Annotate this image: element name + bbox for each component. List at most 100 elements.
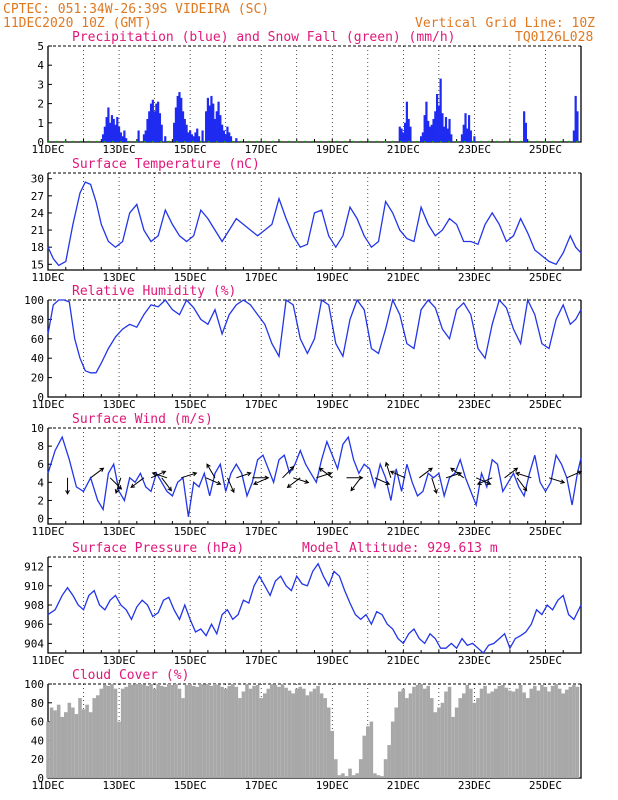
cloud-ytick-label: 40 [31, 734, 44, 747]
precip-bar [219, 115, 222, 142]
rh-xtick-label: 17DEC [245, 398, 278, 411]
precip-bar [222, 130, 225, 142]
wind-arrow [293, 477, 310, 484]
panel-precip: Precipitation (blue) and Snow Fall (gree… [31, 30, 582, 156]
cloud-bar [398, 691, 402, 778]
pressure-ytick-label: 908 [24, 599, 44, 612]
cloud-bar [103, 684, 107, 778]
precip-bar [421, 132, 424, 142]
cloud-bar [447, 686, 452, 778]
cloud-bar [419, 684, 423, 778]
cloud-bar [206, 684, 210, 778]
wind-ytick-label: 2 [37, 494, 44, 507]
cloud-bar [554, 684, 558, 778]
cloud-bar [78, 698, 82, 778]
cloud-bar [248, 688, 253, 778]
cloud-ytick-label: 80 [31, 697, 44, 710]
wind-arrow [515, 471, 532, 479]
precip-bar [151, 99, 154, 142]
precip-bar [229, 136, 233, 142]
precip-bar [210, 95, 213, 142]
temp-ytick-label: 21 [31, 224, 44, 237]
precip-bar [402, 132, 405, 142]
wind-arrow [130, 477, 145, 489]
temp-xtick-label: 17DEC [245, 271, 278, 284]
cloud-bar [216, 684, 221, 778]
precip-bar [446, 128, 449, 142]
precip-bar [235, 138, 238, 142]
wind-ytick-label: 8 [37, 440, 44, 453]
temp-xtick-label: 19DEC [316, 271, 349, 284]
precip-bar [523, 111, 526, 142]
pressure-xtick-label: 25DEC [529, 654, 562, 667]
cloud-bar [124, 686, 128, 778]
cloud-bar [565, 689, 569, 778]
wind-arrow [384, 461, 392, 478]
cloud-bar [373, 773, 377, 778]
cloud-bar [557, 688, 562, 778]
precip-bar [217, 101, 220, 142]
cloud-bar [81, 709, 86, 778]
wind-xtick-label: 21DEC [387, 525, 420, 538]
rh-frame [47, 300, 582, 398]
wind-arrow [374, 477, 391, 486]
cloud-bar [63, 712, 68, 778]
cloud-bar [508, 690, 512, 778]
precip-bar [142, 134, 146, 142]
temp-series-line [47, 181, 582, 267]
cloud-bar [483, 685, 487, 778]
cloud-bar [49, 707, 54, 778]
rh-xtick-label: 15DEC [174, 398, 207, 411]
date-line: 11DEC2020 10Z (GMT) [3, 16, 152, 31]
precip-bar [443, 126, 446, 142]
wind-arrow [151, 471, 168, 479]
cloud-xtick-label: 21DEC [387, 779, 420, 792]
wind-arrow [252, 477, 269, 486]
cloud-bar [501, 684, 505, 778]
cloud-bar [241, 691, 246, 778]
precip-bar [101, 134, 105, 142]
rh-ytick-label: 80 [31, 313, 44, 326]
precip-bar [190, 134, 194, 142]
cloud-bar [486, 693, 491, 778]
precip-bar [121, 136, 124, 142]
cloud-bar [302, 688, 306, 778]
wind-arrow [90, 467, 105, 479]
pressure-ytick-label: 906 [24, 618, 44, 631]
cloud-bar [479, 688, 484, 778]
cloud-bar [99, 688, 104, 778]
precip-bar [197, 136, 201, 142]
precip-bar [425, 101, 428, 142]
run-id: TQ0126L028 [515, 30, 593, 45]
cloud-bar [117, 721, 121, 778]
wind-arrow [114, 477, 122, 495]
cloud-bar [223, 688, 228, 778]
cloud-bar [344, 776, 349, 778]
cloud-bar [95, 695, 100, 778]
cloud-bar [170, 684, 175, 778]
cloud-bar [440, 702, 445, 778]
wind-arrow [350, 477, 362, 492]
cloud-bar [511, 691, 516, 778]
precip-frame [47, 46, 582, 143]
cloud-bar [355, 773, 359, 778]
cloud-bar [202, 684, 207, 778]
cloud-bar [366, 726, 370, 778]
cloud-title: Cloud Cover (%) [72, 668, 189, 683]
station-line: CPTEC: 051:34W-26:39S VIDEIRA (SC) [3, 2, 269, 17]
rh-plot: 0 20 40 60 80 100 11DEC 13DEC 15DEC 17DEC 19DEC 21D… [24, 294, 582, 411]
cloud-bar [543, 686, 548, 778]
precip-ytick-label: 3 [37, 78, 44, 91]
cloud-bar [305, 695, 310, 778]
cloud-bar [127, 684, 132, 778]
cloud-bar [60, 716, 64, 778]
cloud-bar [92, 698, 96, 778]
cloud-bar [273, 684, 278, 778]
precip-bar [576, 111, 579, 142]
cloud-bar [142, 684, 146, 778]
precip-bar [212, 103, 215, 142]
cloud-bar [461, 693, 466, 778]
cloud-bar [323, 698, 327, 778]
precip-xtick-label: 23DEC [458, 143, 491, 156]
cloud-bar [46, 721, 50, 778]
